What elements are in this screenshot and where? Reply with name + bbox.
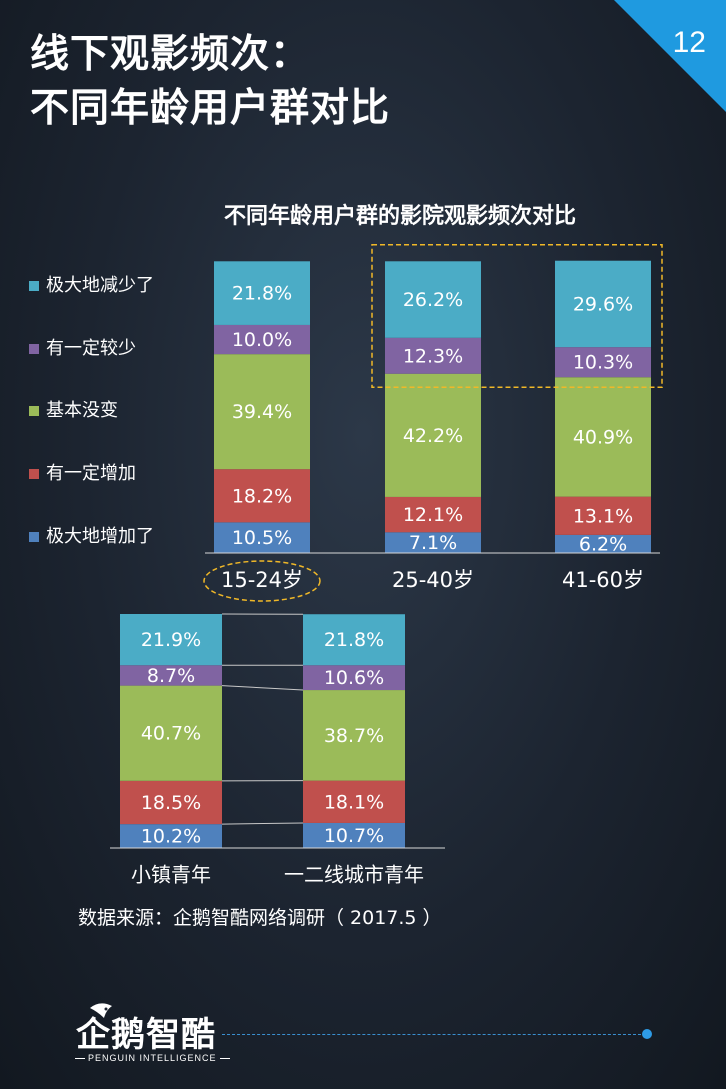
connector-line-0 [221,822,304,825]
legend-label-4: 极大地增加了 [46,526,154,547]
page-title-line-1: 线下观影频次： [30,32,311,77]
bar-segment-city-0-4 [120,614,222,666]
category-label-age-2: 41-60岁 [562,568,644,592]
bar-segment-age-0-0 [214,522,310,553]
bar-segment-city-0-0 [120,824,222,848]
bar-segment-age-2-3 [555,347,651,378]
bar-segment-age-0-2 [214,354,310,470]
logo-text: 企鹅智酷 [76,1015,216,1055]
category-label-age-0: 15-24岁 [221,568,303,592]
legend-label-0: 极大地减少了 [46,275,154,296]
highlight-ellipse [203,560,321,602]
legend-swatch-4 [29,532,39,542]
chart-area: 不同年龄用户群的影院观影频次对比 10.5% 18.2% 39.4% 10.0% 21.8… [29,203,663,887]
category-label-age-1: 25-40岁 [392,568,474,592]
data-label-age-0-4: 21.8% [232,283,292,305]
source-note: 数据来源：企鹅智酷网络调研（ 2017.5 ） [78,907,442,929]
data-label-age-2-0: 6.2% [579,533,627,555]
bar-segment-age-2-1 [555,496,651,535]
legend-label-1: 有一定较少 [46,338,136,359]
bar-segment-city-1-1 [303,780,405,823]
bar-segment-age-0-3 [214,324,310,355]
data-label-age-1-2: 42.2% [403,425,463,447]
highlight-box [371,243,663,388]
category-label-city-1: 一二线城市青年 [284,863,424,887]
data-label-age-2-2: 40.9% [573,426,633,448]
data-label-city-1-0: 10.7% [324,825,384,847]
bar-segment-city-1-3 [303,665,405,691]
bar-segment-age-2-0 [555,534,651,553]
data-label-city-0-4: 21.9% [141,629,201,651]
data-label-city-0-0: 10.2% [141,826,201,848]
data-label-age-0-2: 39.4% [232,401,292,423]
data-label-city-0-3: 8.7% [147,665,195,687]
bar-segment-city-0-2 [120,685,222,781]
connector-line-2 [221,685,304,691]
bar-segment-age-1-2 [385,373,481,497]
legend-swatch-0 [29,281,39,291]
legend-swatch-2 [29,406,39,416]
data-label-age-1-3: 12.3% [403,345,463,367]
bar-segment-city-0-3 [120,665,222,686]
page-title-line-2: 不同年龄用户群对比 [30,86,391,131]
logo-subtitle: PENGUIN INTELLIGENCE [72,1053,233,1063]
bar-segment-age-2-4 [555,260,651,348]
data-label-age-2-3: 10.3% [573,352,633,374]
page-number-badge [614,0,726,112]
legend-label-3: 有一定增加 [46,463,136,484]
bar-segment-age-0-1 [214,469,310,523]
bar-segment-age-1-0 [385,532,481,553]
data-label-age-0-3: 10.0% [232,329,292,351]
legend-swatch-1 [29,344,39,354]
bar-segment-city-0-1 [120,780,222,825]
penguin-logo-icon [90,1003,112,1018]
data-label-age-1-4: 26.2% [403,289,463,311]
data-label-city-0-1: 18.5% [141,792,201,814]
footer-divider [222,1034,646,1035]
data-label-age-0-0: 10.5% [232,527,292,549]
bar-segment-age-0-4 [214,261,310,325]
bar-segment-age-1-1 [385,496,481,533]
data-label-city-1-1: 18.1% [324,791,384,813]
data-label-age-1-0: 7.1% [409,532,457,554]
data-label-city-0-2: 40.7% [141,723,201,745]
page-number: 12 [672,26,706,59]
data-label-city-1-4: 21.8% [324,629,384,651]
data-label-age-2-4: 29.6% [573,293,633,315]
bar-segment-age-1-4 [385,261,481,338]
bar-segment-city-1-2 [303,690,405,781]
data-label-age-0-1: 18.2% [232,485,292,507]
data-label-age-1-1: 12.1% [403,504,463,526]
footer-dot [642,1029,652,1039]
bar-segment-age-2-2 [555,377,651,497]
chart-title: 不同年龄用户群的影院观影频次对比 [224,203,576,229]
bar-segment-age-1-3 [385,337,481,374]
bar-segment-city-1-0 [303,822,405,848]
data-label-city-1-3: 10.6% [324,667,384,689]
data-label-age-2-1: 13.1% [573,505,633,527]
category-label-city-0: 小镇青年 [131,863,211,887]
page-title: 线下观影频次： 不同年龄用户群对比 [30,28,390,136]
data-label-city-1-2: 38.7% [324,725,384,747]
legend-label-2: 基本没变 [46,400,118,421]
bar-segment-city-1-4 [303,614,405,666]
legend-swatch-3 [29,469,39,479]
